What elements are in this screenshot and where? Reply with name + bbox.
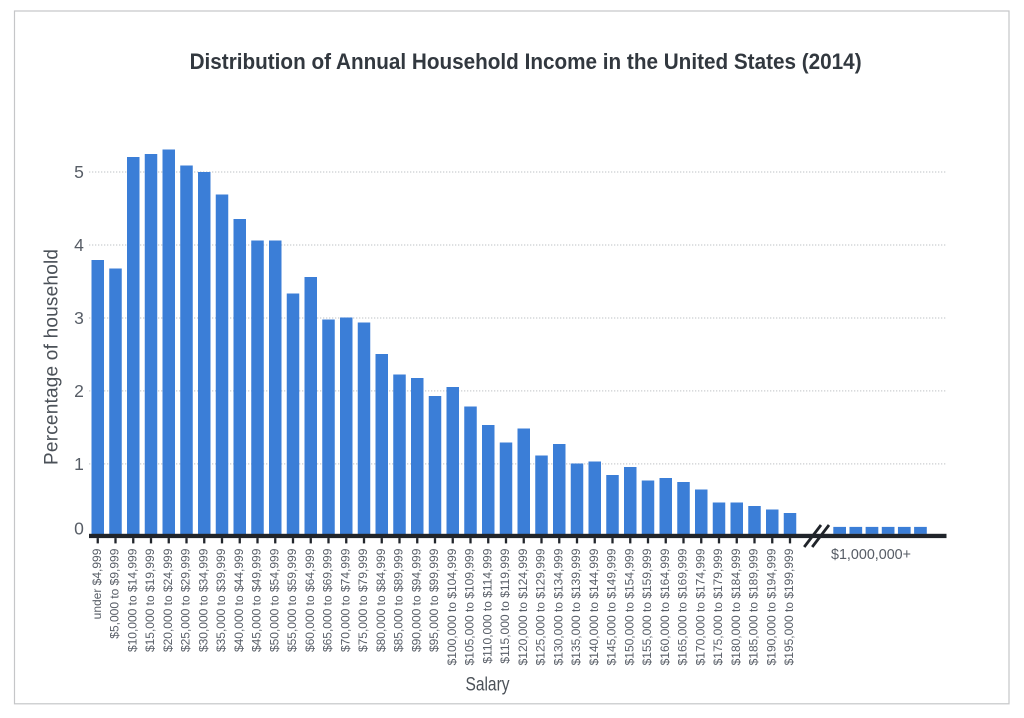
svg-text:$115,000 to $119,999: $115,000 to $119,999 bbox=[498, 548, 512, 663]
svg-text:$1,000,000+: $1,000,000+ bbox=[831, 546, 911, 563]
svg-text:3: 3 bbox=[74, 308, 84, 328]
svg-text:Salary: Salary bbox=[466, 675, 510, 696]
svg-text:$55,000 to $59,999: $55,000 to $59,999 bbox=[285, 548, 299, 652]
svg-text:$10,000 to $14,999: $10,000 to $14,999 bbox=[125, 548, 139, 652]
svg-text:$140,000 to $144,999: $140,000 to $144,999 bbox=[587, 548, 601, 665]
svg-text:$105,000 to $109,999: $105,000 to $109,999 bbox=[463, 548, 477, 665]
svg-text:$165,000 to $169,999: $165,000 to $169,999 bbox=[676, 548, 690, 665]
svg-text:$175,000 to $179,999: $175,000 to $179,999 bbox=[711, 548, 725, 665]
svg-text:$180,000 to $184,999: $180,000 to $184,999 bbox=[729, 548, 743, 665]
svg-text:Percentage of household: Percentage of household bbox=[42, 249, 63, 465]
svg-text:$45,000 to $49,999: $45,000 to $49,999 bbox=[250, 548, 264, 652]
svg-text:4: 4 bbox=[74, 235, 84, 255]
svg-text:$40,000 to $44,999: $40,000 to $44,999 bbox=[232, 548, 246, 652]
svg-text:$85,000 to $89,999: $85,000 to $89,999 bbox=[392, 548, 406, 652]
svg-text:$130,000 to $134,999: $130,000 to $134,999 bbox=[551, 548, 565, 665]
svg-text:$190,000 to $194,999: $190,000 to $194,999 bbox=[764, 548, 778, 665]
svg-text:$185,000 to $189,999: $185,000 to $189,999 bbox=[747, 548, 761, 665]
svg-text:$35,000 to $39,999: $35,000 to $39,999 bbox=[214, 548, 228, 652]
svg-text:$50,000 to $54,999: $50,000 to $54,999 bbox=[267, 548, 281, 652]
svg-text:$100,000 to $104,999: $100,000 to $104,999 bbox=[445, 548, 459, 665]
svg-text:0: 0 bbox=[74, 518, 84, 538]
svg-text:$30,000 to $34,999: $30,000 to $34,999 bbox=[196, 548, 210, 652]
svg-text:$65,000 to $69,999: $65,000 to $69,999 bbox=[321, 548, 335, 652]
svg-text:$75,000 to $79,999: $75,000 to $79,999 bbox=[356, 548, 370, 652]
svg-text:$80,000 to $84,999: $80,000 to $84,999 bbox=[374, 548, 388, 652]
svg-text:$195,000 to $199,999: $195,000 to $199,999 bbox=[782, 548, 796, 665]
svg-text:$70,000 to $74,999: $70,000 to $74,999 bbox=[338, 548, 352, 652]
svg-text:$5,000 to $9,999: $5,000 to $9,999 bbox=[108, 548, 122, 638]
svg-text:1: 1 bbox=[74, 454, 84, 474]
svg-text:5: 5 bbox=[74, 162, 84, 182]
svg-text:$110,000 to $114,999: $110,000 to $114,999 bbox=[480, 548, 494, 663]
svg-text:$120,000 to $124,999: $120,000 to $124,999 bbox=[516, 548, 530, 665]
svg-text:$15,000 to $19,999: $15,000 to $19,999 bbox=[143, 548, 157, 652]
svg-text:$60,000 to $64,999: $60,000 to $64,999 bbox=[303, 548, 317, 652]
svg-text:Distribution of Annual Househo: Distribution of Annual Household Income … bbox=[190, 49, 862, 74]
svg-text:$95,000 to $99,999: $95,000 to $99,999 bbox=[427, 548, 441, 652]
svg-text:$135,000 to $139,999: $135,000 to $139,999 bbox=[569, 548, 583, 665]
svg-text:$20,000 to $24,999: $20,000 to $24,999 bbox=[161, 548, 175, 652]
svg-text:under $4,999: under $4,999 bbox=[90, 548, 104, 619]
svg-text:$160,000 to $164,999: $160,000 to $164,999 bbox=[658, 548, 672, 665]
svg-text:$145,000 to $149,999: $145,000 to $149,999 bbox=[605, 548, 619, 665]
svg-text:$125,000 to $129,999: $125,000 to $129,999 bbox=[534, 548, 548, 665]
svg-text:$170,000 to $174,999: $170,000 to $174,999 bbox=[693, 548, 707, 665]
svg-text:2: 2 bbox=[74, 381, 84, 401]
svg-text:$25,000 to $29,999: $25,000 to $29,999 bbox=[179, 548, 193, 652]
svg-text:$155,000 to $159,999: $155,000 to $159,999 bbox=[640, 548, 654, 665]
svg-text:$150,000 to $154,999: $150,000 to $154,999 bbox=[622, 548, 636, 665]
svg-text:$90,000 to $94,999: $90,000 to $94,999 bbox=[409, 548, 423, 652]
